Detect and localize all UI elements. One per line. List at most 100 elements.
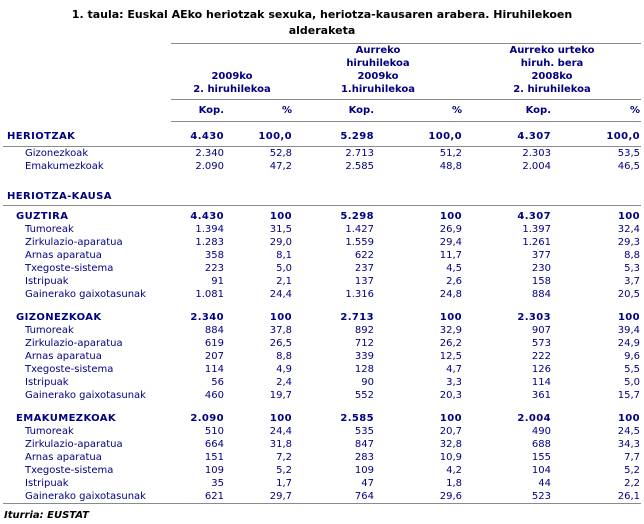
table-row: HERIOTZAK 4.430 100,0 5.298 100,0 4.307 100,0 <box>3 121 642 147</box>
cell-value: 29,7 <box>225 490 293 504</box>
cell-value: 100 <box>617 211 641 222</box>
cell-value: 5.298 <box>293 121 375 147</box>
cell-value: 100 <box>439 211 462 222</box>
table-row: GIZONEZKOAK 2.340 100 2.713 100 2.303 100 <box>3 307 641 324</box>
cell-value: 358 <box>204 250 224 261</box>
cell-value: 20,3 <box>439 390 462 401</box>
cell-value: 10,9 <box>439 452 462 463</box>
cell-value: 53,5 <box>617 148 641 159</box>
cell-value: 100,0 <box>225 121 293 147</box>
cell-value: 4.307 <box>517 211 551 222</box>
row-label: HERIOTZAK <box>3 121 171 147</box>
table-row: Zirkulazio-aparatua 1.283 29,0 1.559 29,4 1.2… <box>3 236 641 249</box>
cell-value: 35 <box>211 478 224 489</box>
cell-value: 2.004 <box>522 161 551 172</box>
cell-value: 621 <box>171 490 225 504</box>
cell-value: 377 <box>531 250 551 261</box>
cell-value: 100 <box>617 312 641 323</box>
row-label: Zirkulazio-aparatua <box>25 237 123 248</box>
cell-value: 510 <box>204 426 224 437</box>
spacer-row <box>3 173 641 186</box>
column-group-prev-year: Aurreko urteko hiruh. bera 2008ko 2. hir… <box>463 43 642 100</box>
table-row: Istripuak 56 2,4 90 3,3 114 5,0 <box>3 376 641 389</box>
cell-value: 37,8 <box>269 325 292 336</box>
cell-value: 109 <box>354 465 374 476</box>
row-label: Arnas aparatua <box>25 351 102 362</box>
cell-value: 4,7 <box>446 364 462 375</box>
cell-value: 8,8 <box>276 351 292 362</box>
cell-value: 2.303 <box>517 312 551 323</box>
cell-value: 32,9 <box>439 325 462 336</box>
cell-value: 339 <box>354 351 374 362</box>
cell-value: 237 <box>354 263 374 274</box>
row-label: Txegoste-sistema <box>25 465 114 476</box>
row-label: Gainerako gaixotasunak <box>25 289 146 300</box>
cell-value: 44 <box>538 478 551 489</box>
cell-value: 31,8 <box>269 439 292 450</box>
cell-value: 20,5 <box>617 289 641 300</box>
cell-value: 7,2 <box>276 452 292 463</box>
cell-value: 230 <box>531 263 551 274</box>
cell-value: 2.090 <box>190 413 224 424</box>
table-row: Istripuak 91 2,1 137 2,6 158 3,7 <box>3 275 641 288</box>
row-label: HERIOTZA-KAUSA <box>3 186 171 206</box>
row-label: EMAKUMEZKOAK <box>16 413 117 424</box>
cell-value: 2.004 <box>517 413 551 424</box>
row-label: Arnas aparatua <box>25 250 102 261</box>
cell-value: 2.585 <box>345 161 374 172</box>
cell-value: 1,7 <box>276 478 292 489</box>
cell-value: 39,4 <box>617 325 641 336</box>
cell-value: 114 <box>531 377 551 388</box>
cell-value: 712 <box>354 338 374 349</box>
row-label: GUZTIRA <box>16 211 69 222</box>
table-row: Arnas aparatua 207 8,8 339 12,5 222 9,6 <box>3 350 641 363</box>
cell-value: 100 <box>269 413 292 424</box>
cell-value: 907 <box>531 325 551 336</box>
cell-value <box>293 186 375 206</box>
cell-value: 126 <box>531 364 551 375</box>
mortality-table: 2009ko 2. hiruhilekoa Aurreko hiruhileko… <box>3 43 642 504</box>
row-label: Istripuak <box>25 478 69 489</box>
header-empty-cell <box>3 100 171 122</box>
row-label: Arnas aparatua <box>25 452 102 463</box>
table-row: Zirkulazio-aparatua 664 31,8 847 32,8 688 34,3 <box>3 438 641 451</box>
subheader-kop-1: Kop. <box>171 99 225 122</box>
cell-value: 24,8 <box>439 289 462 300</box>
cell-value: 24,9 <box>617 338 641 349</box>
cell-value: 361 <box>531 390 551 401</box>
cell-value: 26,9 <box>439 224 462 235</box>
cell-value: 114 <box>204 364 224 375</box>
column-group-2009q2: 2009ko 2. hiruhilekoa <box>171 43 293 100</box>
row-label: Tumoreak <box>25 426 74 437</box>
header-empty-cell <box>3 44 171 100</box>
table-row: Gainerako gaixotasunak 1.081 24,4 1.316 24,8… <box>3 288 641 301</box>
cell-value: 24,5 <box>617 426 641 437</box>
cell-value: 5,2 <box>624 465 641 476</box>
subheader-pct-1: % <box>225 99 293 122</box>
row-label: Gainerako gaixotasunak <box>3 490 171 504</box>
cell-value: 535 <box>354 426 374 437</box>
cell-value: 32,8 <box>439 439 462 450</box>
cell-value: 222 <box>531 351 551 362</box>
cell-value: 573 <box>531 338 551 349</box>
cell-value: 552 <box>354 390 374 401</box>
cell-value: 460 <box>204 390 224 401</box>
table-row: Tumoreak 510 24,4 535 20,7 490 24,5 <box>3 425 641 438</box>
cell-value: 523 <box>463 490 552 504</box>
table-row: GUZTIRA 4.430 100 5.298 100 4.307 100 <box>3 206 641 224</box>
cell-value: 1.081 <box>195 289 224 300</box>
subheader-pct-3: % <box>552 99 642 122</box>
table-row: Zirkulazio-aparatua 619 26,5 712 26,2 573 24,9 <box>3 337 641 350</box>
cell-value: 4,9 <box>276 364 292 375</box>
cell-value: 100 <box>439 413 462 424</box>
page-title: 1. taula: Euskal AEko heriotzak sexuka, … <box>71 8 573 37</box>
table-row: Emakumezkoak 2.090 47,2 2.585 48,8 2.004 46,5 <box>3 160 641 173</box>
cell-value: 1.394 <box>195 224 224 235</box>
cell-value: 5,3 <box>624 263 641 274</box>
cell-value: 688 <box>531 439 551 450</box>
cell-value: 1.397 <box>522 224 551 235</box>
cell-value: 5,0 <box>276 263 292 274</box>
cell-value: 2.340 <box>190 312 224 323</box>
table-header: 2009ko 2. hiruhilekoa Aurreko hiruhileko… <box>3 43 642 122</box>
